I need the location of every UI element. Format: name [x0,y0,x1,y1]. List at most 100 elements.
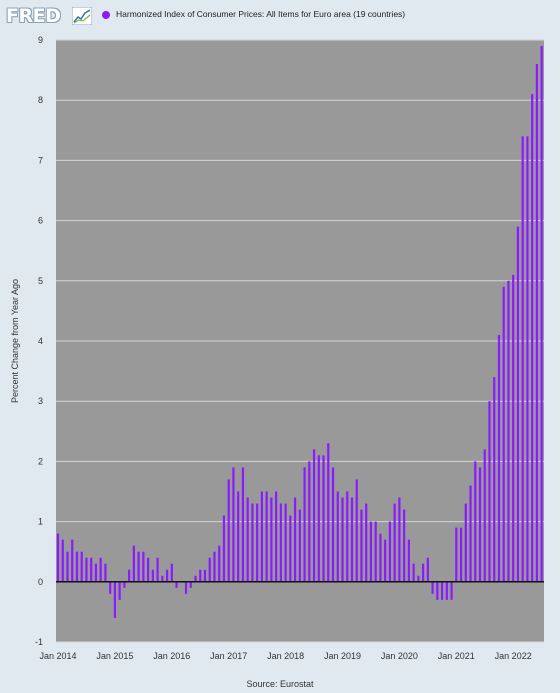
bar[interactable] [165,569,169,582]
bar[interactable] [488,401,491,582]
bar[interactable] [336,491,339,582]
bar[interactable] [175,581,178,588]
bar[interactable] [535,64,539,582]
bar[interactable] [270,497,273,582]
bar[interactable] [94,563,98,582]
bar[interactable] [184,581,188,594]
bar[interactable] [56,533,60,582]
bar[interactable] [61,539,64,582]
bar[interactable] [355,479,358,582]
bar[interactable] [146,557,150,582]
bar[interactable] [531,94,534,582]
bar[interactable] [284,503,287,582]
fred-logo[interactable]: FRED [6,5,61,27]
bar[interactable] [374,521,377,582]
bar[interactable] [251,503,254,582]
bar[interactable] [71,539,74,582]
bar[interactable] [379,533,382,582]
bar[interactable] [99,557,102,582]
bar[interactable] [398,497,401,582]
bar[interactable] [540,46,543,582]
bar[interactable] [322,455,325,582]
bar[interactable] [90,557,93,582]
bar[interactable] [502,286,505,582]
bar[interactable] [507,280,510,582]
bar[interactable] [109,581,112,594]
bar[interactable] [222,515,226,582]
bar[interactable] [132,545,135,582]
bar[interactable] [493,377,496,582]
bar[interactable] [422,563,425,582]
bar[interactable] [497,334,501,582]
bar[interactable] [317,455,320,582]
bar[interactable] [393,503,396,582]
bar[interactable] [137,551,140,582]
bar[interactable] [80,551,83,582]
bar[interactable] [199,569,202,582]
bar[interactable] [526,136,529,582]
bar[interactable] [516,226,520,582]
bar[interactable] [521,136,524,582]
bar[interactable] [431,581,434,594]
bar[interactable] [440,581,444,600]
bar[interactable] [75,551,79,582]
bar[interactable] [459,527,463,582]
bar[interactable] [455,527,458,582]
bar[interactable] [412,563,415,582]
bar[interactable] [478,467,482,582]
bar[interactable] [388,521,392,582]
bar[interactable] [293,497,297,582]
bar[interactable] [303,467,306,582]
bar[interactable] [279,503,282,582]
bar[interactable] [512,274,515,582]
bar[interactable] [194,575,197,582]
bar[interactable] [445,581,448,600]
bar[interactable] [331,467,335,582]
bar[interactable] [260,491,263,582]
bar[interactable] [128,569,131,582]
bar[interactable] [436,581,439,600]
bar[interactable] [350,497,354,582]
bar[interactable] [151,569,154,582]
bar[interactable] [298,509,301,582]
bar[interactable] [308,461,311,582]
bar[interactable] [85,557,88,582]
bar[interactable] [275,491,278,582]
bar[interactable] [289,515,292,582]
bar[interactable] [203,569,207,582]
bar[interactable] [365,503,368,582]
bar[interactable] [237,491,240,582]
bar[interactable] [213,551,216,582]
bar[interactable] [474,461,477,582]
bar[interactable] [189,581,192,588]
bar[interactable] [407,539,410,582]
bar[interactable] [369,521,373,582]
bar[interactable] [66,551,69,582]
bar[interactable] [265,491,268,582]
bar[interactable] [312,449,316,582]
bar[interactable] [256,503,259,582]
bar[interactable] [403,509,406,582]
bar[interactable] [483,449,486,582]
bar[interactable] [118,581,121,600]
bar[interactable] [208,557,211,582]
bar[interactable] [346,491,349,582]
bar[interactable] [104,563,107,582]
bar[interactable] [227,479,230,582]
bar[interactable] [142,551,145,582]
bar[interactable] [246,497,249,582]
bar[interactable] [156,557,159,582]
bar[interactable] [384,539,387,582]
bar[interactable] [327,443,330,582]
bar[interactable] [417,575,420,582]
bar[interactable] [464,503,467,582]
bar[interactable] [450,581,453,600]
bar[interactable] [241,467,245,582]
bar[interactable] [469,485,472,582]
bar[interactable] [218,545,221,582]
bar[interactable] [113,581,116,618]
bar[interactable] [170,563,173,582]
bar[interactable] [360,509,363,582]
bar[interactable] [232,467,235,582]
bar[interactable] [426,557,429,582]
